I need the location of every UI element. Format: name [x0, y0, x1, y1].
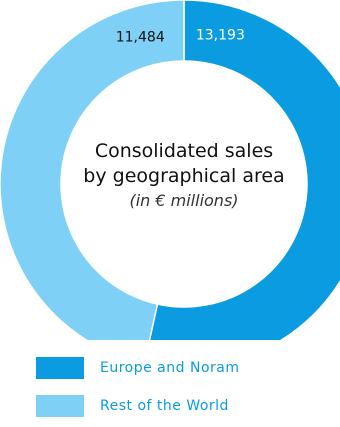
chart-title-line1: Consolidated sales [94, 140, 274, 162]
donut-chart: 13,193 11,484 [0, 0, 340, 340]
data-label-europe-noram: 13,193 [196, 27, 245, 43]
legend-item-europe-noram: Europe and Noram [36, 349, 239, 387]
legend-label-rest-of-world: Rest of the World [100, 398, 229, 414]
legend-swatch-rest-of-world [36, 395, 84, 417]
donut-slice-europe-noram [148, 0, 340, 340]
donut-slice-rest-of-world [0, 0, 185, 340]
data-label-rest-of-world: 11,484 [116, 29, 165, 45]
chart-subtitle: (in € millions) [129, 191, 239, 210]
chart-title-line2: by geographical area [83, 165, 285, 187]
legend-item-rest-of-world: Rest of the World [36, 387, 239, 425]
legend-swatch-europe-noram [36, 357, 84, 379]
legend-label-europe-noram: Europe and Noram [100, 360, 240, 376]
chart-legend: Europe and Noram Rest of the World [36, 349, 239, 425]
